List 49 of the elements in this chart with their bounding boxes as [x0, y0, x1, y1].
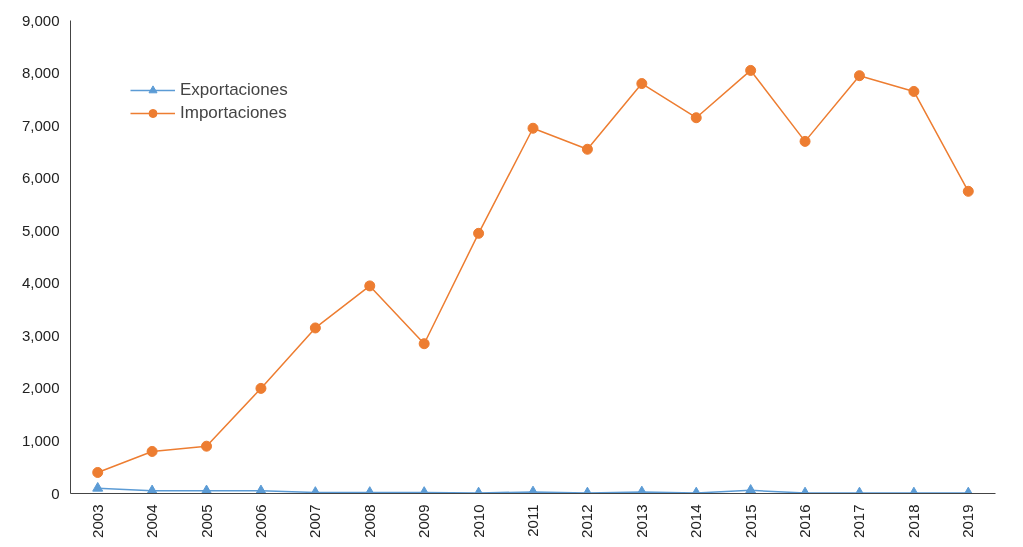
point: [92, 481, 104, 492]
point: [962, 185, 974, 197]
point: [799, 135, 811, 147]
point: [745, 64, 757, 76]
y-tick-label: 2,000: [21, 379, 60, 397]
y-tick-label: 1,000: [21, 431, 60, 449]
x-tick-label: 2015: [741, 504, 759, 538]
point: [690, 112, 702, 124]
point: [527, 122, 539, 134]
x-tick-label: 2003: [88, 504, 106, 538]
y-tick-label: 6,000: [21, 169, 60, 187]
y-tick-label: 5,000: [21, 221, 60, 239]
y-tick-label: 9,000: [21, 11, 60, 29]
point: [364, 280, 376, 292]
x-tick-label: 2009: [415, 504, 433, 538]
y-tick-label: 4,000: [21, 274, 60, 292]
point: [853, 70, 865, 82]
x-tick-label: 2017: [850, 504, 868, 538]
y-tick-label: 7,000: [21, 116, 60, 134]
y-tick-label: 0: [51, 484, 60, 502]
legend-label: Exportaciones: [180, 80, 288, 100]
point: [92, 466, 104, 478]
point: [201, 440, 213, 452]
x-tick-label: 2005: [197, 504, 215, 538]
point: [473, 227, 485, 239]
x-tick-label: 2011: [524, 504, 541, 537]
x-tick-label: 2019: [959, 504, 977, 538]
legend-label: Importaciones: [180, 103, 287, 123]
x-tick-label: 2018: [904, 504, 922, 538]
point: [255, 382, 267, 394]
x-tick-label: 2013: [632, 504, 650, 538]
x-tick-label: 2010: [469, 504, 487, 538]
point: [309, 322, 321, 334]
point: [201, 484, 213, 494]
point: [745, 484, 757, 494]
y-tick-label: 8,000: [21, 64, 60, 82]
point: [908, 85, 920, 97]
point: [418, 338, 430, 350]
x-tick-label: 2014: [687, 504, 705, 538]
y-tick-label: 3,000: [21, 326, 60, 344]
x-tick-label: 2012: [578, 504, 596, 538]
x-tick-label: 2007: [306, 504, 324, 538]
point: [146, 445, 158, 457]
point: [636, 78, 648, 90]
x-tick-label: 2006: [251, 504, 269, 538]
x-tick-label: 2004: [143, 504, 161, 538]
point: [581, 143, 593, 155]
x-tick-label: 2008: [360, 504, 378, 538]
x-tick-label: 2016: [796, 504, 814, 538]
